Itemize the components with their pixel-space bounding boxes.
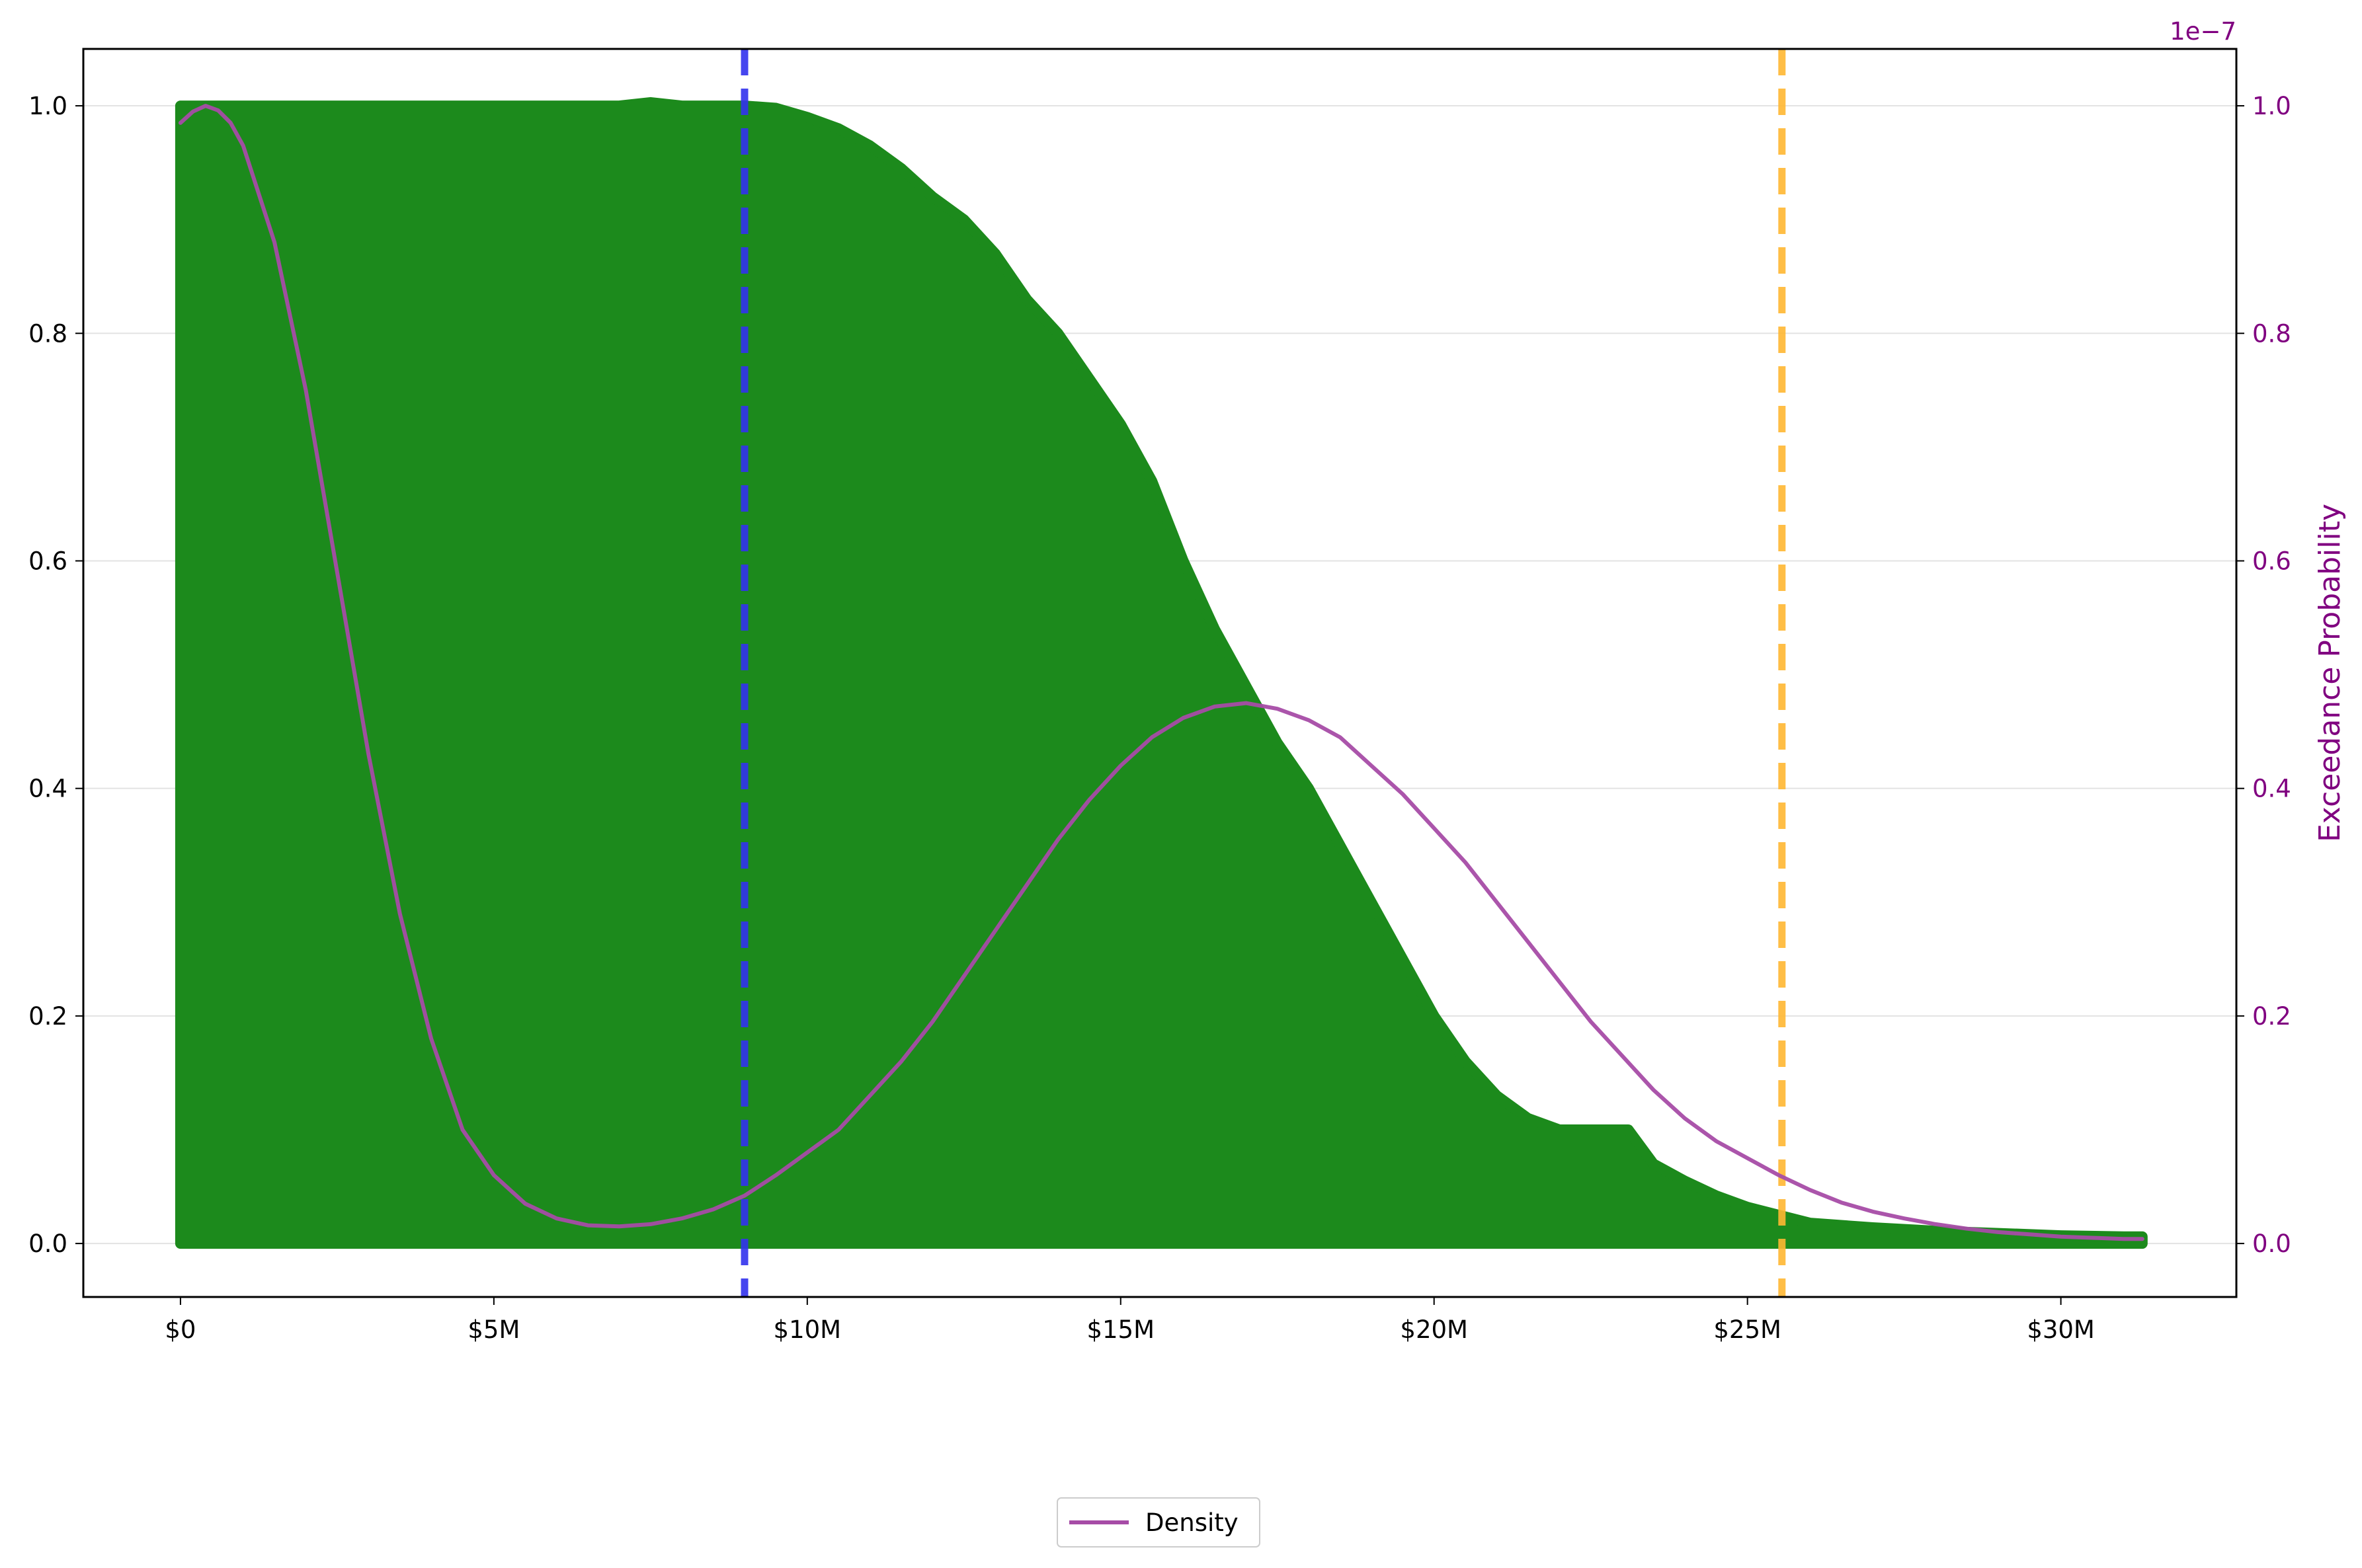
vertical-line-layer [741,49,1786,1297]
y-left-tick-label-2: 0.4 [28,775,67,803]
x-tick-label-3: $15M [1086,1315,1155,1344]
x-tick-label-4: $20M [1400,1315,1468,1344]
y-right-tick-label-3: 0.6 [2252,547,2291,575]
y-right-tick-label-4: 0.8 [2252,319,2291,348]
y-right-tick-layer: 0.0 0.2 0.4 0.6 0.8 1.0 [2236,92,2291,1258]
x-tick-layer: $0 $5M $10M $15M $20M $25M $30M [165,1297,2095,1344]
x-tick-label-2: $10M [774,1315,842,1344]
x-tick-label-5: $25M [1713,1315,1781,1344]
density-line-series [178,104,2144,1241]
y-left-tick-label-1: 0.2 [28,1002,67,1031]
x-tick-label-6: $30M [2027,1315,2095,1344]
y-right-tick-label-1: 0.2 [2252,1002,2291,1031]
y-left-tick-label-0: 0.0 [28,1230,67,1258]
y-left-tick-layer: 0.0 0.2 0.4 0.6 0.8 1.0 [28,92,83,1258]
y-left-tick-label-3: 0.6 [28,547,67,575]
legend: Density [1057,1497,1260,1548]
y-left-tick-label-5: 1.0 [28,92,67,120]
legend-box [1057,1497,1260,1548]
y-right-tick-label-5: 1.0 [2252,92,2291,120]
y-right-tick-label-0: 0.0 [2252,1230,2291,1258]
legend-density-label: Density [1145,1509,1239,1537]
x-tick-label-1: $5M [468,1315,520,1344]
plot-frame [82,48,2238,1298]
line-layer [178,104,2144,1241]
x-tick-label-0: $0 [165,1315,196,1344]
y-left-tick-label-4: 0.8 [28,319,67,348]
y-right-tick-label-2: 0.4 [2252,775,2291,803]
right-axis-offset-label: 1e−7 [2170,17,2236,46]
y-right-axis-label: Exceedance Probability [2313,504,2347,842]
